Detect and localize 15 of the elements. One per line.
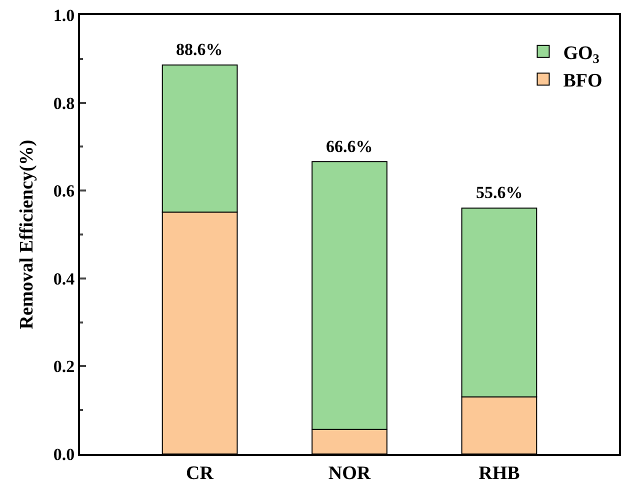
y-tick-label: 0.4 (53, 269, 76, 288)
x-tick-label: CR (186, 462, 214, 484)
annotation: 66.6% (326, 137, 373, 156)
x-tick-label: NOR (328, 462, 371, 484)
y-tick-label: 0.6 (53, 182, 75, 201)
legend-label: BFO (563, 70, 602, 92)
y-axis-title: Removal Efficiency(%) (16, 140, 38, 330)
annotation: 88.6% (176, 40, 223, 59)
y-tick-label: 0.2 (53, 357, 75, 376)
x-tick-label: RHB (478, 462, 520, 484)
y-tick-label: 0.8 (53, 94, 75, 113)
legend-label: GO$_{3}$ (563, 42, 600, 66)
annotation: 55.6% (476, 183, 523, 202)
y-tick-label: 0.0 (53, 444, 75, 464)
y-tick-label: 1.0 (53, 6, 75, 25)
